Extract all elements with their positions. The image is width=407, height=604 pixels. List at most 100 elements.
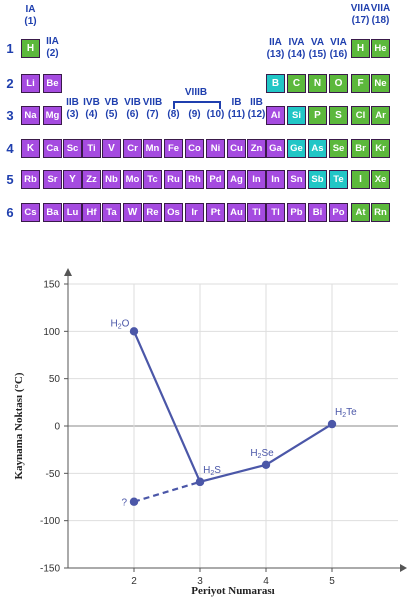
y-tick-label: 50 [49, 374, 61, 385]
element-cell-mn: Mn [143, 139, 162, 158]
period-label-1: 1 [6, 41, 14, 56]
element-cell-zz: Zz [82, 170, 101, 189]
point-label-head: ? [121, 498, 127, 509]
group-roman: VIIB [142, 97, 163, 108]
element-cell-tl: Tl [247, 203, 266, 222]
x-axis-title: Periyot Numarası [191, 585, 274, 597]
point-label: H2S [203, 465, 221, 477]
group-label-4: IVB (4) [76, 97, 107, 121]
element-cell-k: K [21, 139, 40, 158]
element-cell-o: O [329, 74, 348, 93]
period-label-3: 3 [6, 108, 14, 123]
y-tick-label: -150 [40, 564, 60, 575]
x-tick-label: 5 [329, 576, 335, 587]
element-cell-h: H [351, 39, 370, 58]
group-label-12: IIB (12) [241, 97, 272, 121]
element-cell-sr: Sr [43, 170, 62, 189]
group-roman: IIA [269, 37, 282, 48]
group-number: (15) [308, 49, 327, 60]
element-cell-rn: Rn [371, 203, 390, 222]
group-label-10: (10) [200, 97, 231, 121]
point-label-head: H [111, 318, 118, 329]
axis-layer: -150 -100 -50 0 50 100 150 2 3 4 5 [40, 268, 407, 587]
group-number: (4) [85, 109, 98, 120]
element-cell-n: N [308, 74, 327, 93]
period-label-4: 4 [6, 141, 14, 156]
group-viii-bracket [173, 101, 221, 109]
element-cell-sb: Sb [308, 170, 327, 189]
data-point [195, 477, 205, 487]
y-tick-label: -50 [46, 469, 61, 480]
element-cell-lu: Lu [63, 203, 82, 222]
series-layer [129, 327, 337, 506]
element-cell-bi: Bi [308, 203, 327, 222]
data-point [261, 460, 271, 470]
element-cell-he: He [371, 39, 390, 58]
element-cell-si: Si [287, 106, 306, 125]
element-cell-se: Se [329, 139, 348, 158]
group-roman: VIA [330, 37, 347, 48]
group-roman: VIIA [350, 3, 371, 14]
group-label-16: VIA (16) [323, 37, 354, 61]
group-number: (3) [66, 109, 79, 120]
group-number: (2) [46, 48, 59, 59]
point-label: ? [121, 498, 127, 509]
point-label-tail: S [214, 465, 221, 476]
element-cell-mo: Mo [123, 170, 142, 189]
element-cell-ca: Ca [43, 139, 62, 158]
element-cell-xe: Xe [371, 170, 390, 189]
group-number: (6) [126, 109, 139, 120]
element-cell-s: S [329, 106, 348, 125]
point-label-head: H [335, 407, 342, 418]
group-label-5: VB (5) [96, 97, 127, 121]
point-label-tail: O [122, 318, 130, 329]
periodic-table: IA (1) IIA (2) IIB (3) IVB (4) VB (5) VIB (6) VIIB (7… [0, 0, 407, 232]
element-cell-zn: Zn [247, 139, 266, 158]
element-cell-tc: Tc [143, 170, 162, 189]
x-tick-label: 2 [131, 576, 137, 587]
element-cell-v: V [102, 139, 121, 158]
group-number: (16) [329, 49, 348, 60]
group-label-9: (9) [179, 97, 210, 121]
element-cell-cl: Cl [351, 106, 370, 125]
y-tick-label: 100 [43, 327, 60, 338]
group-label-13: IIA (13) [260, 37, 291, 61]
element-cell-cs: Cs [21, 203, 40, 222]
element-cell-os: Os [164, 203, 183, 222]
element-cell-as: As [308, 139, 327, 158]
y-axis-arrow [64, 268, 72, 276]
period-label-2: 2 [6, 76, 14, 91]
group-roman: IA [25, 4, 36, 15]
group-label-6: VIB (6) [117, 97, 148, 121]
group-number: (1) [24, 16, 37, 27]
group-roman: IVB [83, 97, 100, 108]
point-label-sub: 2 [118, 323, 122, 330]
element-cell-li: Li [21, 74, 40, 93]
element-cell-sc: Sc [63, 139, 82, 158]
group-roman: IIA [46, 36, 59, 47]
group-roman: IVA [288, 37, 305, 48]
group-label-2: IIA (2) [37, 36, 68, 60]
element-cell-ti: Ti [82, 139, 101, 158]
element-cell-ru: Ru [164, 170, 183, 189]
element-cell-al: Al [266, 106, 285, 125]
group-roman: VIB [124, 97, 141, 108]
data-point [129, 327, 139, 336]
group-label-15: VA (15) [302, 37, 333, 61]
element-cell-f: F [351, 74, 370, 93]
series-line-solid [132, 330, 333, 484]
group-number: (18) [371, 15, 390, 26]
point-label-head: H [203, 465, 210, 476]
element-cell-ir: Ir [185, 203, 204, 222]
element-cell-na: Na [21, 106, 40, 125]
group-label-14: IVA (14) [281, 37, 312, 61]
y-tick-label: -100 [40, 516, 60, 527]
element-cell-be: Be [43, 74, 62, 93]
series-line-dashed [133, 480, 201, 503]
element-cell-pt: Pt [206, 203, 225, 222]
element-cell-i: I [351, 170, 370, 189]
y-tick-label: 0 [54, 422, 60, 433]
element-cell-ge: Ge [287, 139, 306, 158]
